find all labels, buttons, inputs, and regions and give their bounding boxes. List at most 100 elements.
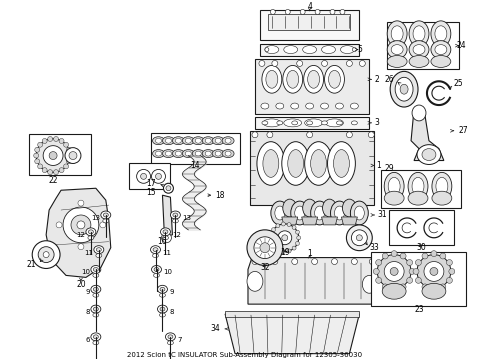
Ellipse shape [42,168,47,173]
Text: 2012 Scion tC INSULATOR Sub-Assembly Diagram for 12305-36030: 2012 Scion tC INSULATOR Sub-Assembly Dia… [127,352,363,357]
Ellipse shape [63,207,99,243]
Ellipse shape [77,221,85,229]
Text: 4: 4 [307,3,312,12]
Text: 6: 6 [85,337,90,343]
Ellipse shape [369,258,375,265]
Ellipse shape [42,139,47,143]
Ellipse shape [269,239,273,243]
Ellipse shape [161,228,171,236]
Text: 33: 33 [369,243,379,252]
Ellipse shape [297,236,301,240]
Ellipse shape [303,46,317,54]
Polygon shape [225,314,359,354]
Ellipse shape [163,236,169,240]
Ellipse shape [288,150,304,177]
Ellipse shape [391,286,397,292]
Ellipse shape [78,200,84,206]
Ellipse shape [100,222,106,228]
Ellipse shape [413,269,419,274]
Ellipse shape [332,258,338,265]
Polygon shape [342,217,357,225]
Text: 18: 18 [215,191,225,200]
Ellipse shape [265,48,269,51]
Ellipse shape [413,26,425,42]
Ellipse shape [283,66,303,93]
Ellipse shape [267,132,273,138]
Ellipse shape [182,137,195,145]
Bar [260,10,359,40]
Text: 23: 23 [414,305,424,314]
Ellipse shape [292,121,298,125]
Ellipse shape [215,151,221,156]
Ellipse shape [164,183,173,193]
Ellipse shape [153,248,158,252]
Ellipse shape [350,103,358,109]
Ellipse shape [322,199,337,217]
Ellipse shape [141,174,147,179]
Ellipse shape [335,206,344,220]
Ellipse shape [351,230,368,246]
Bar [260,44,359,55]
Ellipse shape [263,150,279,177]
Ellipse shape [436,177,448,195]
Ellipse shape [43,146,63,166]
Bar [371,252,466,306]
Text: 10: 10 [164,269,172,275]
Ellipse shape [49,152,57,159]
Ellipse shape [391,45,403,54]
Ellipse shape [260,243,270,253]
Ellipse shape [285,9,290,14]
Ellipse shape [408,172,428,200]
Ellipse shape [196,151,201,156]
Ellipse shape [168,341,173,345]
Ellipse shape [67,159,72,164]
Ellipse shape [34,153,39,158]
Ellipse shape [284,119,302,127]
Ellipse shape [175,151,181,156]
Ellipse shape [252,258,258,265]
Ellipse shape [266,71,278,88]
Text: 22: 22 [49,176,58,185]
Ellipse shape [303,199,317,217]
Ellipse shape [269,233,273,237]
Ellipse shape [91,266,101,274]
Ellipse shape [281,222,285,226]
Ellipse shape [265,46,279,54]
Ellipse shape [43,252,49,258]
Ellipse shape [409,269,415,274]
Ellipse shape [431,41,451,58]
Ellipse shape [352,48,356,51]
Ellipse shape [152,254,158,258]
Text: 16: 16 [158,237,167,246]
Ellipse shape [59,168,64,173]
Ellipse shape [287,222,291,226]
Ellipse shape [373,269,379,274]
Ellipse shape [103,219,109,223]
Ellipse shape [330,9,335,14]
Ellipse shape [94,287,98,291]
Ellipse shape [48,136,52,141]
Bar [225,311,359,317]
Ellipse shape [259,60,265,66]
Ellipse shape [53,136,58,141]
Ellipse shape [388,177,400,195]
Bar [255,59,369,114]
Ellipse shape [440,253,446,259]
Ellipse shape [88,236,94,240]
Ellipse shape [276,224,280,228]
Text: 12: 12 [172,232,181,238]
Ellipse shape [422,149,436,161]
Ellipse shape [152,150,165,158]
Text: 21: 21 [26,260,36,269]
Ellipse shape [435,26,447,42]
Text: 7: 7 [177,337,182,343]
Ellipse shape [315,9,320,14]
Ellipse shape [93,341,99,345]
Ellipse shape [155,174,162,179]
Ellipse shape [382,283,406,299]
Ellipse shape [205,138,211,143]
Ellipse shape [53,170,58,175]
Text: 20: 20 [76,280,86,289]
Text: 1: 1 [376,161,381,170]
Ellipse shape [163,137,174,145]
